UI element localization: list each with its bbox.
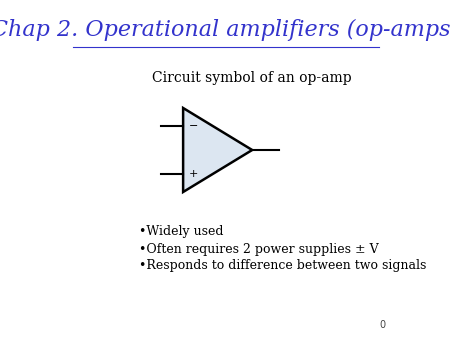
Text: •Responds to difference between two signals: •Responds to difference between two sign… <box>139 260 427 272</box>
Text: −: − <box>189 121 198 131</box>
Text: 0: 0 <box>379 320 385 330</box>
Text: Chap 2. Operational amplifiers (op-amps): Chap 2. Operational amplifiers (op-amps) <box>0 19 450 41</box>
Text: Circuit symbol of an op-amp: Circuit symbol of an op-amp <box>152 71 351 85</box>
Polygon shape <box>183 108 252 192</box>
Text: •Widely used: •Widely used <box>139 225 224 239</box>
Text: +: + <box>189 169 198 179</box>
Text: •Often requires 2 power supplies ± V: •Often requires 2 power supplies ± V <box>139 242 378 256</box>
